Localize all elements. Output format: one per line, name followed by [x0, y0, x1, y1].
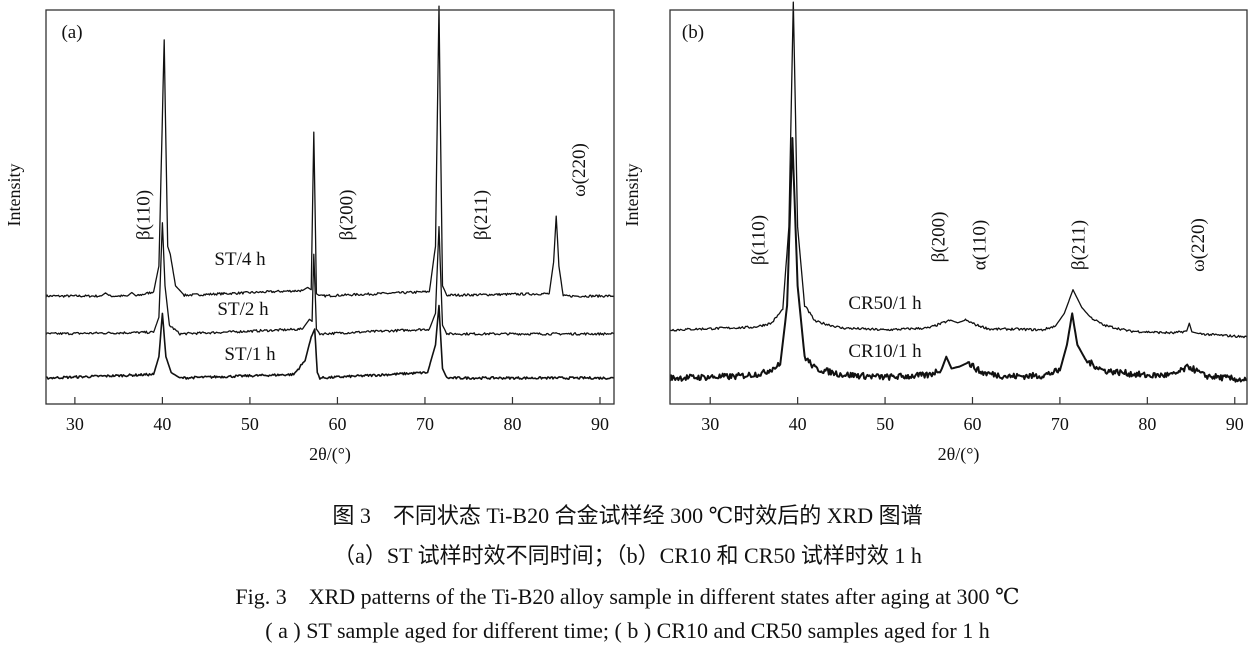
- x-tick-label: 50: [876, 414, 894, 434]
- x-tick-label: 70: [416, 414, 434, 434]
- peak-annotation: β(200): [336, 190, 357, 241]
- peak-annotation: β(211): [471, 190, 492, 240]
- panel-label: (b): [682, 22, 704, 43]
- caption-cn-title: 图 3 不同状态 Ti-B20 合金试样经 300 ℃时效后的 XRD 图谱: [332, 503, 923, 528]
- panel-a: ST/4 h ST/2 h ST/1 h 30 40 50 60 70 80 90 2θ/(°) In…: [4, 5, 615, 465]
- x-tick-label: 50: [241, 414, 259, 434]
- xrd-figure: ST/4 h ST/2 h ST/1 h 30 40 50 60 70 80 90 2θ/(°) In…: [4, 1, 1248, 465]
- caption-cn-sub: （a）ST 试样时效不同时间；（b）CR10 和 CR50 试样时效 1 h: [333, 543, 922, 568]
- series-label: ST/4 h: [214, 249, 266, 270]
- peak-annotation: ω(220): [569, 143, 590, 197]
- x-tick-label: 40: [789, 414, 807, 434]
- caption-en-title: Fig. 3 XRD patterns of the Ti-B20 alloy …: [235, 584, 1020, 609]
- x-tick-label: 80: [1138, 414, 1156, 434]
- x-axis-label: 2θ/(°): [309, 444, 351, 465]
- series-label: CR10/1 h: [848, 341, 922, 362]
- peak-annotation: β(110): [748, 215, 769, 265]
- plot-frame: [45, 9, 615, 405]
- series-label: CR50/1 h: [848, 293, 922, 314]
- x-tick-label: 30: [701, 414, 719, 434]
- series-line: [46, 304, 614, 381]
- series-line: [670, 137, 1247, 383]
- x-tick-label: 40: [153, 414, 171, 434]
- y-axis-label: Intensity: [4, 164, 24, 227]
- x-axis-label: 2θ/(°): [938, 444, 980, 465]
- series-line: [46, 222, 614, 336]
- peak-annotation: ω(220): [1188, 218, 1209, 272]
- x-tick-label: 30: [66, 414, 84, 434]
- peak-annotation: β(211): [1068, 220, 1089, 270]
- series-line: [46, 5, 614, 298]
- plot-frame: [669, 9, 1248, 405]
- x-tick-label: 60: [963, 414, 981, 434]
- panel-b: CR50/1 h CR10/1 h 30 40 50 60 70 80 90 2θ/(°) Inte…: [622, 1, 1248, 465]
- x-tick-label: 60: [328, 414, 346, 434]
- series-label: ST/1 h: [224, 344, 276, 365]
- peak-annotation: β(110): [133, 190, 154, 240]
- series-line: [670, 1, 1247, 339]
- caption-en-sub: ( a ) ST sample aged for different time;…: [265, 618, 990, 643]
- y-axis-label: Intensity: [622, 164, 642, 227]
- x-tick-label: 90: [1226, 414, 1244, 434]
- series-label: ST/2 h: [217, 299, 269, 320]
- peak-annotation: α(110): [970, 220, 991, 270]
- x-tick-label: 80: [503, 414, 521, 434]
- x-tick-label: 90: [591, 414, 609, 434]
- panel-label: (a): [61, 22, 82, 43]
- peak-annotation: β(200): [929, 212, 950, 263]
- x-tick-label: 70: [1051, 414, 1069, 434]
